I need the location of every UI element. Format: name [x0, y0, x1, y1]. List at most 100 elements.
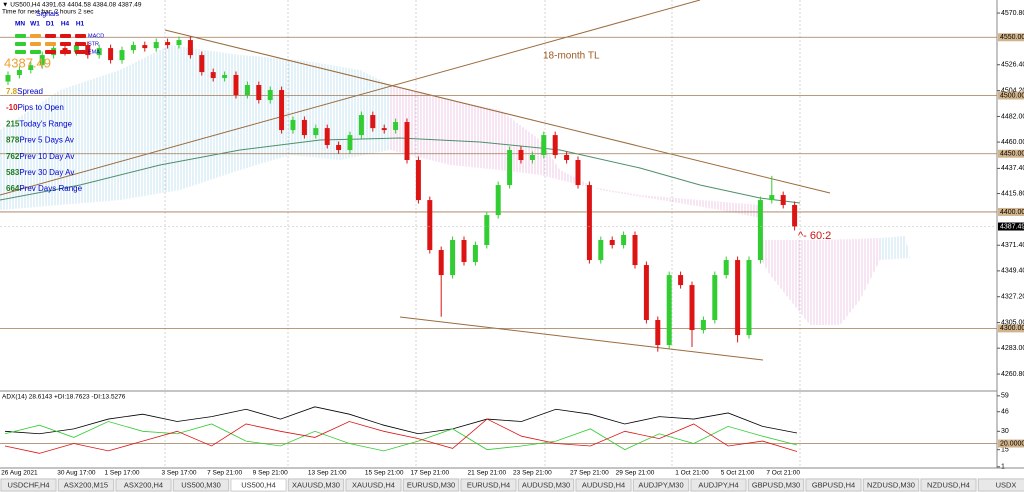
- tab[interactable]: [633, 478, 689, 492]
- x-tick-label: 17 Sep 21:00: [410, 470, 449, 477]
- tab-label[interactable]: AUDUSD,H4: [582, 480, 625, 489]
- level-label-box: [998, 439, 1024, 448]
- candle-body: [518, 149, 524, 161]
- candle-body: [244, 85, 250, 96]
- tab[interactable]: [403, 478, 459, 492]
- tab[interactable]: [920, 478, 977, 492]
- x-tick-label: 7 Sep 21:00: [207, 470, 242, 477]
- y-tick-label: 4371.40: [1001, 242, 1024, 249]
- candle-body: [792, 204, 798, 227]
- level-label-box: [998, 324, 1024, 333]
- y-tick-label: 4526.40: [1001, 62, 1024, 69]
- tab[interactable]: [518, 478, 574, 492]
- tab[interactable]: [345, 478, 402, 492]
- candle-body: [541, 135, 547, 155]
- tab[interactable]: [460, 478, 517, 492]
- cloud-bearish-future: [760, 238, 880, 325]
- candle-body: [598, 240, 604, 261]
- level-label: 4400.00: [1000, 209, 1024, 216]
- candle-body: [735, 260, 741, 336]
- signal-dot: [15, 50, 26, 54]
- level-label: 4550.00: [1000, 34, 1024, 41]
- tab-label[interactable]: US500,H4: [241, 480, 276, 489]
- tab-label[interactable]: AUDJPY,H4: [698, 480, 738, 489]
- candle-body: [279, 90, 285, 131]
- tab[interactable]: [58, 478, 114, 492]
- stat: -10Pips to Open: [6, 103, 64, 112]
- candle-body: [678, 275, 684, 286]
- x-tick-label: 13 Sep 21:00: [308, 470, 347, 477]
- x-tick-label: 26 Aug 2021: [1, 470, 38, 477]
- tab[interactable]: [173, 478, 229, 492]
- tab[interactable]: [690, 478, 747, 492]
- tab-label[interactable]: NZDUSD,H4: [927, 480, 970, 489]
- tab[interactable]: [230, 478, 287, 492]
- tab-label[interactable]: US500,M30: [181, 480, 221, 489]
- tab-label[interactable]: AUDJPY,M30: [638, 480, 683, 489]
- stats: 7.8Spread -10Pips to Open 215Today's Range…: [6, 87, 83, 193]
- y-tick-label: 30: [1001, 428, 1009, 435]
- signal-dot: [30, 42, 41, 46]
- stat-label: Prev 5 Days Av: [19, 136, 74, 145]
- tab[interactable]: [748, 478, 804, 492]
- candle-body: [632, 235, 638, 266]
- tab-label[interactable]: XAUUSD,H4: [352, 480, 395, 489]
- tab[interactable]: [805, 478, 862, 492]
- tab-label[interactable]: AUDUSD,M30: [522, 480, 570, 489]
- candle-body: [347, 135, 353, 150]
- candle-body: [5, 74, 11, 82]
- signal-dot: [45, 42, 56, 46]
- candle-body: [324, 128, 330, 145]
- tab[interactable]: [0, 478, 57, 492]
- candle-body: [301, 119, 307, 136]
- last-price-label: 4387.49: [1000, 223, 1024, 230]
- y-tick-label: 4570.80: [1001, 10, 1024, 17]
- tab[interactable]: [575, 478, 632, 492]
- tab-label[interactable]: ASX200,H4: [124, 480, 163, 489]
- candle-body: [712, 275, 718, 321]
- candle-body: [427, 200, 433, 251]
- candle-body: [176, 40, 182, 46]
- level-label: 4500.00: [1000, 92, 1024, 99]
- tab[interactable]: [978, 478, 1024, 492]
- stat-label: Prev Days Range: [19, 184, 82, 193]
- tab[interactable]: [115, 478, 172, 492]
- last-price-box: [998, 222, 1024, 231]
- annotation: 18-month TL: [543, 51, 600, 62]
- candle-body: [461, 240, 467, 263]
- candle-body: [609, 240, 615, 246]
- level-label-box: [998, 91, 1024, 100]
- tab-label[interactable]: EURUSD,M30: [407, 480, 455, 489]
- level-label-box: [998, 149, 1024, 158]
- stat: 7.8Spread: [6, 87, 43, 96]
- stat: 583Prev 30 Day Av: [6, 168, 74, 177]
- tab-label[interactable]: NZDUSD,M30: [867, 480, 915, 489]
- level-label-box: [998, 33, 1024, 42]
- tab-label[interactable]: XAUUSD,M30: [292, 480, 340, 489]
- candle-body: [780, 195, 786, 205]
- signal-dot: [15, 42, 26, 46]
- candle-body: [643, 265, 649, 321]
- candle-body: [153, 42, 159, 49]
- candle-body: [313, 128, 319, 136]
- x-tick-label: 1 Sep 17:00: [104, 470, 139, 477]
- y-tick-label: 4305.00: [1001, 319, 1024, 326]
- tab-label[interactable]: EURUSD,H4: [467, 480, 510, 489]
- tab-label[interactable]: USDX: [996, 480, 1017, 489]
- signal-dot: [60, 50, 71, 54]
- candle-body: [757, 200, 763, 261]
- candle-body: [233, 74, 239, 96]
- y-tick-label: 46: [1001, 409, 1009, 416]
- tab[interactable]: [863, 478, 919, 492]
- tab-label[interactable]: USDCHF,H4: [7, 480, 49, 489]
- candle-body: [381, 128, 387, 131]
- current-price: 4387.49: [4, 55, 51, 70]
- tab-label[interactable]: ASX200,M15: [64, 480, 108, 489]
- tab-label[interactable]: GBPUSD,H4: [812, 480, 855, 489]
- tab-label[interactable]: GBPUSD,M30: [752, 480, 800, 489]
- adx-line: [4, 421, 798, 452]
- candle-body: [85, 45, 91, 56]
- stat-label: Today's Range: [19, 120, 72, 129]
- tab[interactable]: [288, 478, 344, 492]
